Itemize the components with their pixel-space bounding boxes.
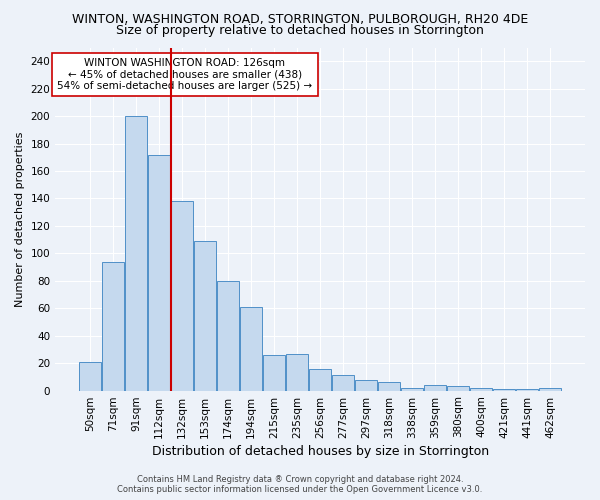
Bar bbox=[240, 307, 262, 390]
Bar bbox=[171, 201, 193, 390]
Bar bbox=[447, 386, 469, 390]
Text: Size of property relative to detached houses in Storrington: Size of property relative to detached ho… bbox=[116, 24, 484, 37]
Bar bbox=[493, 389, 515, 390]
Y-axis label: Number of detached properties: Number of detached properties bbox=[15, 132, 25, 306]
Bar bbox=[401, 388, 423, 390]
Bar bbox=[378, 382, 400, 390]
Bar bbox=[217, 281, 239, 390]
Bar bbox=[286, 354, 308, 391]
Bar bbox=[516, 389, 538, 390]
Bar bbox=[102, 262, 124, 390]
Bar bbox=[263, 355, 285, 390]
Bar bbox=[424, 385, 446, 390]
Bar bbox=[194, 241, 216, 390]
Text: WINTON WASHINGTON ROAD: 126sqm
← 45% of detached houses are smaller (438)
54% of: WINTON WASHINGTON ROAD: 126sqm ← 45% of … bbox=[58, 58, 313, 91]
Bar bbox=[539, 388, 561, 390]
Text: WINTON, WASHINGTON ROAD, STORRINGTON, PULBOROUGH, RH20 4DE: WINTON, WASHINGTON ROAD, STORRINGTON, PU… bbox=[72, 12, 528, 26]
Bar bbox=[470, 388, 492, 390]
Bar bbox=[79, 362, 101, 390]
Text: Contains HM Land Registry data ® Crown copyright and database right 2024.
Contai: Contains HM Land Registry data ® Crown c… bbox=[118, 474, 482, 494]
Bar bbox=[309, 368, 331, 390]
X-axis label: Distribution of detached houses by size in Storrington: Distribution of detached houses by size … bbox=[152, 444, 488, 458]
Bar bbox=[355, 380, 377, 390]
Bar bbox=[125, 116, 147, 390]
Bar bbox=[148, 154, 170, 390]
Bar bbox=[332, 376, 354, 390]
